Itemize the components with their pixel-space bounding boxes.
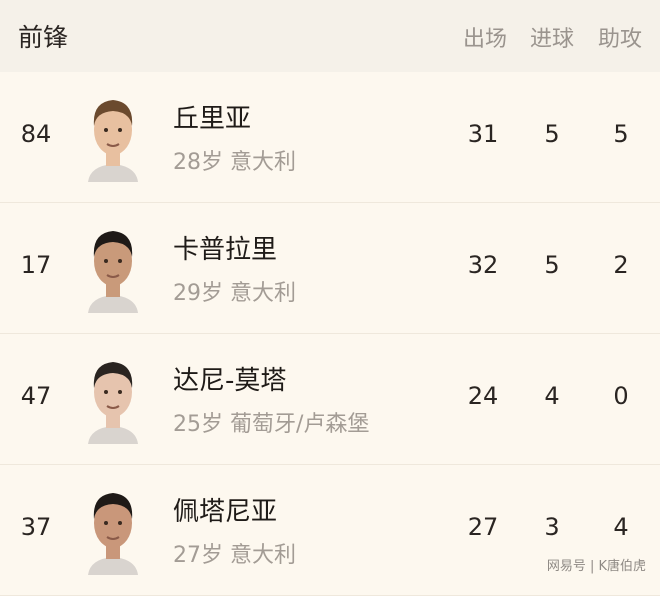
player-name: 达尼-莫塔 <box>173 366 287 396</box>
stat-assists: 0 <box>613 382 629 410</box>
stat-assists: 5 <box>613 120 629 148</box>
player-avatar <box>88 362 138 444</box>
player-row[interactable]: 17 卡普拉里 29岁 意大利 32 5 2 <box>0 203 660 334</box>
player-info: 27岁 意大利 <box>173 537 296 569</box>
player-nationality: 意大利 <box>230 150 297 175</box>
stat-goals: 3 <box>544 513 560 541</box>
stat-goals: 5 <box>544 251 560 279</box>
player-info: 28岁 意大利 <box>173 144 296 176</box>
player-info: 29岁 意大利 <box>173 275 296 307</box>
player-avatar <box>88 493 138 575</box>
player-row[interactable]: 37 佩塔尼亚 27岁 意大利 27 3 4 <box>0 465 660 596</box>
player-age: 29岁 <box>173 281 223 306</box>
section-header: 前锋 出场 进球 助攻 <box>0 0 660 72</box>
player-info: 25岁 葡萄牙/卢森堡 <box>173 406 369 438</box>
player-row[interactable]: 84 丘里亚 28岁 意大利 31 5 5 <box>0 72 660 203</box>
player-age: 28岁 <box>173 150 223 175</box>
stat-assists: 2 <box>613 251 629 279</box>
stat-apps: 32 <box>467 251 499 279</box>
watermark: 网易号 | K唐伯虎 <box>546 559 646 574</box>
player-name: 卡普拉里 <box>173 235 278 265</box>
player-row[interactable]: 47 达尼-莫塔 25岁 葡萄牙/卢森堡 24 4 0 <box>0 334 660 465</box>
player-name: 丘里亚 <box>173 104 252 134</box>
stat-goals: 4 <box>544 382 560 410</box>
player-age: 25岁 <box>173 412 223 437</box>
player-name: 佩塔尼亚 <box>173 497 278 527</box>
player-nationality: 意大利 <box>230 543 297 568</box>
stat-goals: 5 <box>544 120 560 148</box>
player-number: 17 <box>20 251 52 279</box>
player-number: 47 <box>20 382 52 410</box>
stat-apps: 31 <box>467 120 499 148</box>
player-number: 37 <box>20 513 52 541</box>
player-number: 84 <box>20 120 52 148</box>
player-avatar <box>88 100 138 182</box>
column-apps: 出场 <box>463 27 508 52</box>
section-title: 前锋 <box>18 23 69 52</box>
player-nationality: 葡萄牙/卢森堡 <box>230 412 370 437</box>
stat-apps: 24 <box>467 382 499 410</box>
player-avatar <box>88 231 138 313</box>
column-goals: 进球 <box>530 27 575 52</box>
player-age: 27岁 <box>173 543 223 568</box>
player-nationality: 意大利 <box>230 281 297 306</box>
column-assists: 助攻 <box>598 27 643 52</box>
stat-assists: 4 <box>613 513 629 541</box>
stat-apps: 27 <box>467 513 499 541</box>
